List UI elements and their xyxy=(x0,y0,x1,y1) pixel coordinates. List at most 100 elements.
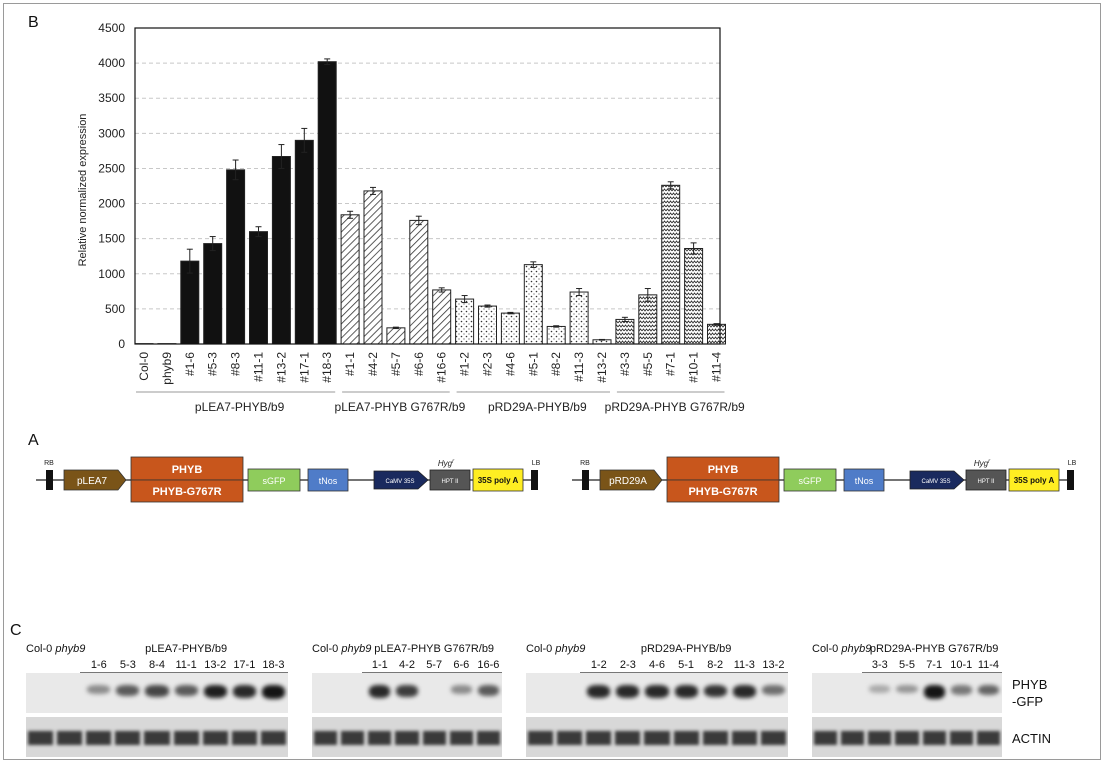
protein-band xyxy=(703,685,727,698)
col0-label: Col-0 xyxy=(526,643,556,655)
x-tick-label: #1-1 xyxy=(343,352,357,376)
x-tick-label: #6-6 xyxy=(412,352,426,376)
protein-band xyxy=(232,685,256,698)
protein-band xyxy=(674,685,698,698)
bar xyxy=(294,139,314,345)
phyb-mutant-label: PHYB-G767R xyxy=(688,486,757,498)
bar xyxy=(615,318,635,345)
x-tick-label: #5-1 xyxy=(526,352,540,376)
phyb-label: PHYB xyxy=(708,464,739,476)
protein-band xyxy=(174,685,198,696)
lane-label: 2-3 xyxy=(619,659,636,671)
polya-label: 35S poly A xyxy=(478,476,519,485)
bar xyxy=(478,305,497,345)
rb-border xyxy=(582,470,589,490)
y-tick-label: 4000 xyxy=(98,56,125,70)
bar xyxy=(386,327,406,345)
x-tick-label: #2-3 xyxy=(481,352,495,376)
phyb-gfp-label-line2: -GFP xyxy=(1012,694,1044,709)
actin-band xyxy=(341,731,365,745)
y-tick-label: 2500 xyxy=(98,161,125,175)
lane-label: 1-6 xyxy=(90,659,107,671)
lane-label: 11-3 xyxy=(733,659,755,671)
bar xyxy=(317,61,337,345)
lane-label: 13-2 xyxy=(762,659,785,671)
tnos-label: tNos xyxy=(855,476,874,486)
actin-band xyxy=(922,731,946,745)
hpt-label: HPT II xyxy=(442,479,459,485)
x-tick-label: #10-1 xyxy=(687,352,701,383)
protein-band xyxy=(450,685,472,694)
hyg-label: Hygr xyxy=(438,459,455,468)
lane-label: 13-2 xyxy=(204,659,227,671)
gfp-label: sGFP xyxy=(798,476,821,486)
x-tick-label: #4-2 xyxy=(366,352,380,376)
bar xyxy=(661,184,681,345)
lane-label: 17-1 xyxy=(233,659,256,671)
phyb9-label: phyb9 xyxy=(55,643,86,655)
protein-band xyxy=(477,685,499,696)
lb-border xyxy=(531,470,538,490)
phyb-gfp-blot xyxy=(526,673,788,713)
rb-label: RB xyxy=(44,460,54,467)
bar-chart: Relative normalized expression 0 500 1000 1… xyxy=(77,21,745,414)
promoter-label: pRD29A xyxy=(609,476,647,487)
actin-band xyxy=(449,731,473,745)
x-tick-label: #18-3 xyxy=(320,352,334,383)
bar xyxy=(363,190,383,345)
lane-label: 6-6 xyxy=(453,659,470,671)
actin-band xyxy=(841,731,865,745)
construct-prd29a: RB pRD29A PHYB PHYB-G767R sGFP tNos CaMV 35S HP… xyxy=(572,456,1077,503)
phyb-gfp-blot xyxy=(812,673,1002,713)
panel-label-b: B xyxy=(28,14,39,31)
actin-band xyxy=(557,731,583,745)
y-tick-label: 1500 xyxy=(98,232,125,246)
y-tick-label: 3500 xyxy=(98,91,125,105)
phyb-gfp-blot xyxy=(26,673,288,713)
protein-band xyxy=(977,685,999,696)
bar xyxy=(340,214,360,345)
protein-band xyxy=(761,685,785,695)
actin-blot xyxy=(526,717,788,757)
lane-label: 1-2 xyxy=(590,659,607,671)
x-tick-label: phyb9 xyxy=(160,352,174,385)
lane-rule xyxy=(80,672,288,673)
lane-label: 4-2 xyxy=(399,659,415,671)
protein-band xyxy=(396,685,418,697)
bar xyxy=(684,247,704,345)
figure-frame xyxy=(3,3,1101,760)
lb-label: LB xyxy=(532,460,541,467)
hpt-box xyxy=(429,469,471,491)
x-tick-label: #4-6 xyxy=(503,352,517,376)
protein-band xyxy=(950,685,972,695)
lane-label: 10-1 xyxy=(950,659,973,671)
tnos-box xyxy=(843,468,885,492)
polya-box xyxy=(1008,468,1060,492)
tnos-label: tNos xyxy=(319,476,338,486)
lane-label: 16-6 xyxy=(477,659,500,671)
actin-band xyxy=(86,731,112,745)
plot-frame xyxy=(134,27,721,345)
y-axis-label: Relative normalized expression xyxy=(77,114,89,267)
x-tick-label: Col-0 xyxy=(137,352,151,381)
actin-band xyxy=(476,731,500,745)
actin-band xyxy=(28,731,54,745)
rb-border xyxy=(46,470,53,490)
lane-rule xyxy=(362,672,502,673)
bar xyxy=(569,291,589,345)
lb-label: LB xyxy=(1068,460,1077,467)
phyb-label: PHYB xyxy=(172,464,203,476)
tnos-box xyxy=(307,468,349,492)
protein-band xyxy=(203,685,227,699)
bar xyxy=(226,169,246,345)
protein-band xyxy=(145,685,169,697)
camv-arrow xyxy=(909,470,965,490)
camv-label: CaMV 35S xyxy=(385,479,414,485)
bar xyxy=(523,264,543,345)
blot-title: pRD29A-PHYB/b9 xyxy=(640,643,732,655)
lane-label-row: 3-3 5-5 7-1 10-1 11-4 xyxy=(812,659,1002,673)
lane-label: 11-4 xyxy=(977,659,1000,671)
blot-header: Col-0 phyb9 xyxy=(26,643,85,655)
protein-band xyxy=(616,685,640,698)
x-tick-label: #13-2 xyxy=(274,352,288,383)
